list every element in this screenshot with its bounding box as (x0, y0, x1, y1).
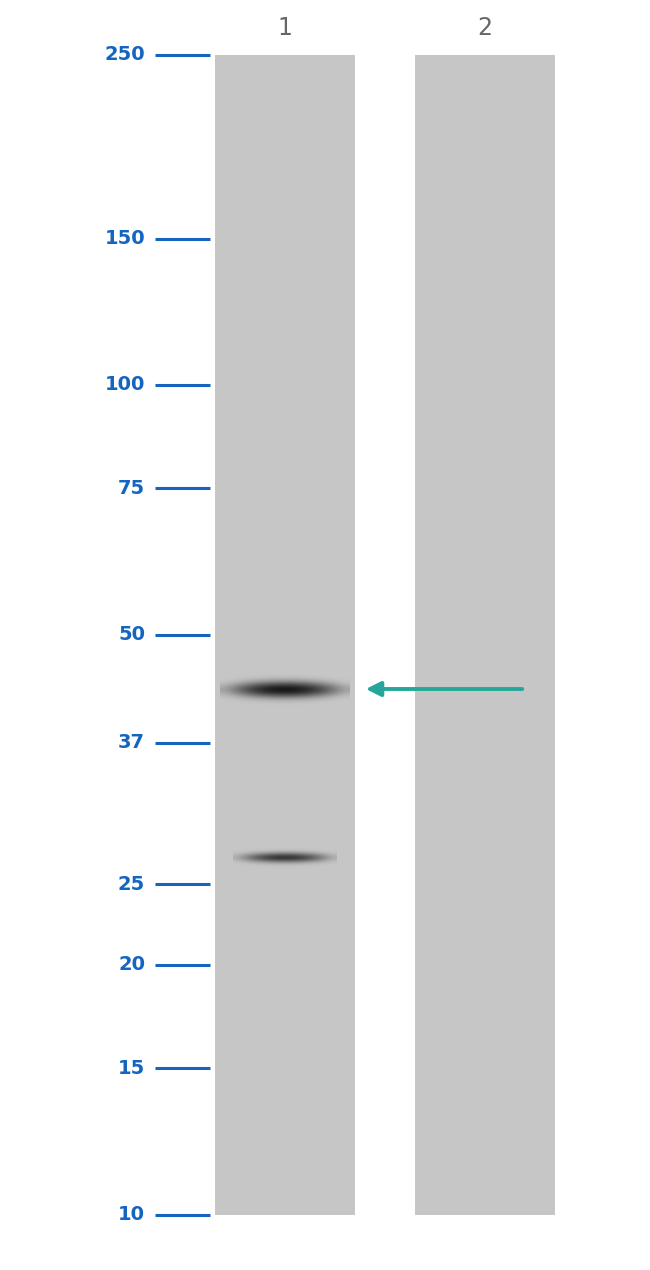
Text: 37: 37 (118, 734, 145, 753)
Text: 15: 15 (118, 1058, 145, 1077)
Text: 1: 1 (278, 17, 292, 39)
Text: 250: 250 (105, 46, 145, 65)
Text: 2: 2 (478, 17, 493, 39)
Text: 150: 150 (105, 230, 145, 249)
Text: 75: 75 (118, 479, 145, 498)
Text: 100: 100 (105, 376, 145, 395)
Text: 25: 25 (118, 875, 145, 894)
Text: 20: 20 (118, 955, 145, 974)
Text: 50: 50 (118, 626, 145, 644)
Text: 10: 10 (118, 1205, 145, 1224)
